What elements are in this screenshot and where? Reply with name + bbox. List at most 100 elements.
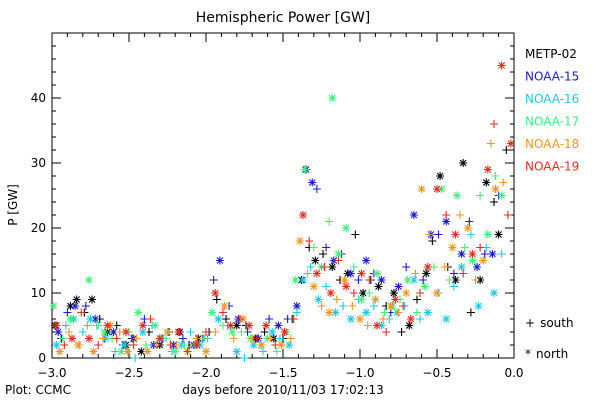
data-point-noaa-18 xyxy=(394,308,403,317)
marker-legend-symbol: * xyxy=(525,347,531,361)
data-point-noaa-15 xyxy=(91,315,100,323)
data-point-noaa-16 xyxy=(369,302,378,310)
data-point-noaa-18 xyxy=(123,347,132,356)
data-point-noaa-15 xyxy=(465,217,474,226)
data-point-noaa-19 xyxy=(183,347,192,356)
data-point-metp-02 xyxy=(482,178,491,187)
data-point-noaa-18 xyxy=(386,302,395,310)
data-point-noaa-19 xyxy=(399,302,408,310)
data-point-noaa-15 xyxy=(419,276,428,284)
data-point-noaa-17 xyxy=(272,347,281,356)
data-point-noaa-19 xyxy=(497,61,506,70)
data-point-noaa-17 xyxy=(453,191,462,200)
data-point-metp-02 xyxy=(72,295,81,304)
data-point-metp-02 xyxy=(389,289,398,297)
data-point-noaa-17 xyxy=(58,334,67,343)
data-point-noaa-16 xyxy=(258,347,267,356)
data-point-metp-02 xyxy=(489,198,498,206)
data-point-noaa-18 xyxy=(89,347,98,356)
data-point-noaa-17 xyxy=(309,243,318,252)
data-point-noaa-17 xyxy=(92,321,101,330)
data-point-noaa-18 xyxy=(163,328,172,336)
data-point-noaa-19 xyxy=(476,243,485,252)
data-point-noaa-17 xyxy=(372,269,381,278)
data-point-noaa-17 xyxy=(325,217,334,226)
data-point-noaa-15 xyxy=(209,276,218,284)
data-point-noaa-18 xyxy=(471,276,480,284)
data-point-noaa-18 xyxy=(379,315,388,323)
marker-legend-label: north xyxy=(536,347,568,361)
data-point-metp-02 xyxy=(422,269,431,278)
data-point-noaa-15 xyxy=(449,269,458,278)
legend-entry: NOAA-16 xyxy=(525,92,579,106)
data-point-noaa-15 xyxy=(346,269,355,278)
data-point-noaa-16 xyxy=(138,328,147,336)
plot-frame xyxy=(51,32,515,359)
data-point-noaa-15 xyxy=(480,250,489,258)
data-point-noaa-15 xyxy=(354,276,363,284)
data-point-noaa-18 xyxy=(74,341,83,349)
data-point-noaa-19 xyxy=(202,328,210,336)
data-point-noaa-16 xyxy=(249,341,258,349)
data-point-noaa-19 xyxy=(423,263,432,271)
data-point-noaa-18 xyxy=(440,263,449,271)
data-point-noaa-16 xyxy=(314,295,323,304)
data-point-noaa-18 xyxy=(303,269,312,278)
data-point-metp-02 xyxy=(328,263,337,271)
data-point-noaa-17 xyxy=(134,308,143,317)
data-point-noaa-19 xyxy=(459,269,468,278)
data-point-metp-02 xyxy=(476,276,485,284)
data-point-noaa-18 xyxy=(309,282,318,291)
data-point-noaa-19 xyxy=(245,321,254,330)
data-point-noaa-16 xyxy=(292,308,301,317)
data-point-noaa-19 xyxy=(326,289,335,297)
data-point-noaa-19 xyxy=(103,321,112,330)
data-point-noaa-16 xyxy=(232,347,241,356)
data-point-noaa-15 xyxy=(109,328,118,336)
data-point-noaa-15 xyxy=(71,302,80,310)
data-point-noaa-15 xyxy=(54,328,63,336)
data-point-noaa-19 xyxy=(226,321,235,330)
legend-entry: NOAA-15 xyxy=(525,70,579,84)
data-point-metp-02 xyxy=(351,230,360,239)
data-point-noaa-16 xyxy=(131,354,140,362)
data-point-noaa-18 xyxy=(202,347,210,356)
x-tick-label: −1.0 xyxy=(345,366,374,380)
data-point-noaa-19 xyxy=(416,289,425,297)
series-legend: METP-02 NOAA-15 NOAA-16 NOAA-17 NOAA-18 NOAA-… xyxy=(525,47,579,174)
data-point-noaa-17 xyxy=(180,341,189,349)
data-point-noaa-19 xyxy=(342,282,351,291)
data-point-noaa-15 xyxy=(457,250,466,258)
data-point-noaa-17 xyxy=(497,191,506,200)
data-point-noaa-17 xyxy=(208,308,217,317)
data-point-noaa-16 xyxy=(377,321,386,330)
data-point-metp-02 xyxy=(222,315,231,323)
x-axis-label: days before 2010/11/03 17:02:13 xyxy=(182,383,383,397)
x-tick-label: 0.0 xyxy=(504,366,523,380)
data-point-noaa-18 xyxy=(499,178,508,187)
marker-legend-north: * north xyxy=(525,347,568,361)
data-point-noaa-16 xyxy=(186,328,195,336)
data-point-noaa-19 xyxy=(94,341,103,349)
data-point-noaa-17 xyxy=(151,321,160,330)
data-point-noaa-19 xyxy=(271,341,280,349)
data-point-noaa-17 xyxy=(100,328,109,336)
data-point-noaa-16 xyxy=(240,354,249,362)
data-point-noaa-16 xyxy=(416,315,425,323)
legend-entry: METP-02 xyxy=(525,47,577,61)
data-point-noaa-15 xyxy=(329,256,338,265)
data-point-noaa-17 xyxy=(334,250,343,258)
data-point-noaa-16 xyxy=(86,315,95,323)
data-point-noaa-16 xyxy=(497,250,506,258)
data-point-noaa-18 xyxy=(266,334,275,343)
data-point-noaa-16 xyxy=(285,341,294,349)
data-point-noaa-18 xyxy=(286,334,295,343)
data-point-noaa-18 xyxy=(211,328,220,336)
data-point-metp-02 xyxy=(436,172,445,180)
data-point-noaa-18 xyxy=(64,328,73,336)
data-point-metp-02 xyxy=(137,347,146,356)
data-point-noaa-17 xyxy=(84,276,93,284)
x-tick-label: −2.5 xyxy=(114,366,143,380)
data-point-noaa-19 xyxy=(192,341,201,349)
data-point-noaa-15 xyxy=(394,282,403,291)
